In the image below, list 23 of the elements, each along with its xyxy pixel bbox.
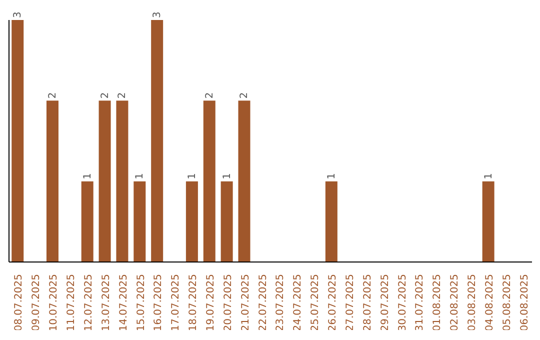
data-label: 2 xyxy=(47,92,58,99)
data-label: 1 xyxy=(222,172,233,180)
data-label: 3 xyxy=(152,12,164,18)
data-label: 3 xyxy=(12,12,24,18)
x-tick-label: 17.07.2025 xyxy=(170,274,182,332)
x-tick-label: 14.07.2025 xyxy=(118,274,130,332)
x-tick-label: 18.07.2025 xyxy=(188,274,200,332)
data-label: 2 xyxy=(239,92,250,99)
x-tick-label: 10.07.2025 xyxy=(48,274,60,332)
data-label: 1 xyxy=(326,172,338,180)
data-label: 1 xyxy=(186,172,198,180)
x-tick-label: 15.07.2025 xyxy=(136,274,147,332)
data-label: 2 xyxy=(204,92,216,99)
x-tick-label: 16.07.2025 xyxy=(153,274,164,332)
x-tick-label: 12.07.2025 xyxy=(83,274,94,332)
x-tick-label: 13.07.2025 xyxy=(100,274,112,332)
data-label: 1 xyxy=(82,172,94,180)
data-label: 2 xyxy=(117,92,128,99)
data-label: 1 xyxy=(134,172,146,180)
x-tick-label: 19.07.2025 xyxy=(205,274,216,332)
data-label: 1 xyxy=(483,172,494,180)
data-label: 2 xyxy=(100,92,111,99)
x-tick-label: 11.07.2025 xyxy=(66,274,78,332)
